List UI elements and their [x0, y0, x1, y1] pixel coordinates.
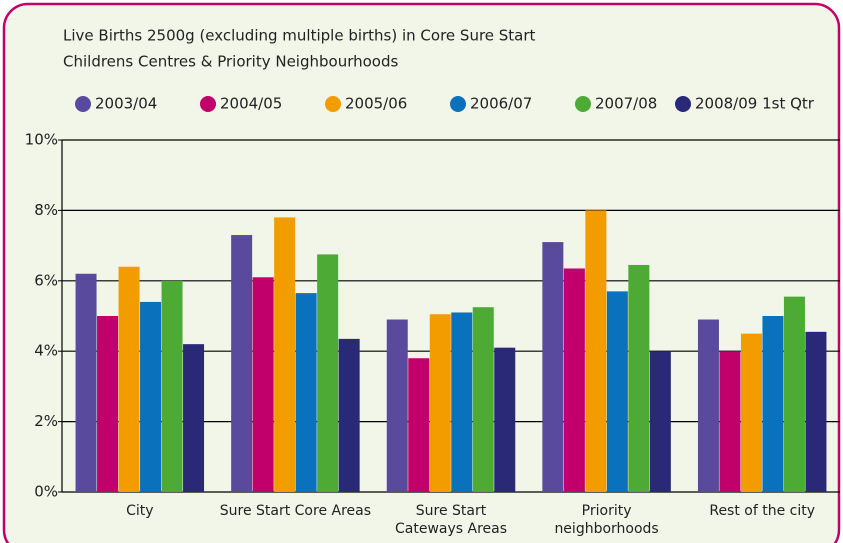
legend-swatch: [450, 96, 466, 112]
bar: [317, 254, 339, 492]
legend-swatch: [675, 96, 691, 112]
x-tick-label: Rest of the city: [709, 503, 816, 519]
bar: [252, 277, 274, 492]
legend-swatch: [200, 96, 216, 112]
legend-label: 2003/04: [95, 95, 157, 113]
y-tick-label: 8%: [34, 201, 58, 219]
bar: [338, 338, 360, 492]
bar: [161, 280, 183, 492]
legend-label: 2005/06: [345, 95, 407, 113]
y-tick-label: 4%: [34, 342, 58, 360]
bar: [563, 268, 585, 492]
y-tick-label: 6%: [34, 271, 58, 289]
bar: [183, 344, 205, 492]
bar: [783, 296, 805, 492]
bar: [494, 347, 516, 492]
chart-title-line: Live Births 2500g (excluding multiple bi…: [63, 27, 536, 45]
bar: [649, 351, 671, 492]
legend-swatch: [575, 96, 591, 112]
bar: [429, 314, 451, 492]
legend-label: 2006/07: [470, 95, 532, 113]
bar: [606, 291, 628, 492]
bar: [740, 333, 762, 492]
bar: [628, 264, 650, 492]
bar: [97, 316, 119, 492]
bar: [295, 293, 317, 492]
bar: [542, 242, 564, 492]
bar: [805, 331, 827, 492]
bar: [408, 358, 430, 492]
x-tick-label: Sure Start Cateways Areas: [394, 503, 508, 537]
bar: [118, 266, 140, 492]
bar: [472, 307, 494, 492]
y-tick-label: 2%: [34, 412, 58, 430]
bar: [762, 316, 784, 492]
bar: [451, 312, 473, 492]
bar: [75, 273, 97, 492]
x-tick-label: City: [126, 503, 154, 519]
bar: [140, 301, 162, 492]
bar: [274, 217, 296, 492]
legend-label: 2004/05: [220, 95, 282, 113]
legend-swatch: [75, 96, 91, 112]
chart-title-line: Childrens Centres & Priority Neighbourho…: [63, 53, 398, 71]
bar: [231, 235, 253, 493]
y-tick-label: 0%: [34, 483, 58, 501]
x-tick-label: Sure Start Core Areas: [219, 503, 372, 519]
y-tick-label: 10%: [25, 131, 58, 149]
legend-label: 2007/08: [595, 95, 657, 113]
bar: [719, 351, 741, 492]
bar: [386, 319, 408, 492]
bar: [585, 210, 607, 492]
bar: [697, 319, 719, 492]
x-tick-label: Priority neighborhoods: [554, 503, 659, 537]
legend-label: 2008/09 1st Qtr: [695, 95, 815, 113]
legend-swatch: [325, 96, 341, 112]
